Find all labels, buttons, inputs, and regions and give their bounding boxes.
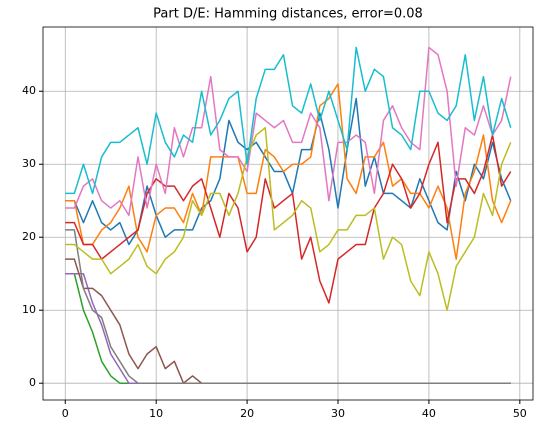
x-tick-label: 20: [240, 407, 254, 420]
chart-title: Part D/E: Hamming distances, error=0.08: [153, 7, 423, 22]
series-line: [65, 272, 511, 384]
series-line: [65, 46, 512, 195]
y-tick-label: 0: [29, 376, 36, 389]
x-tick-label: 10: [149, 407, 163, 420]
series-line: [65, 97, 512, 246]
series-line: [65, 126, 512, 311]
plot-frame: [42, 26, 534, 401]
series-line: [65, 46, 512, 217]
x-tick-label: 50: [513, 407, 527, 420]
series-line: [65, 229, 511, 384]
x-tick-label: 30: [331, 407, 345, 420]
series-line: [65, 83, 512, 260]
series-line: [65, 272, 511, 384]
y-tick-label: 30: [22, 157, 36, 170]
y-tick-label: 40: [22, 84, 36, 97]
y-tick-label: 10: [22, 303, 36, 316]
y-tick-label: 20: [22, 230, 36, 243]
series-line: [65, 134, 512, 304]
series-line: [65, 258, 511, 384]
x-tick-label: 0: [62, 407, 69, 420]
x-tick-label: 40: [422, 407, 436, 420]
